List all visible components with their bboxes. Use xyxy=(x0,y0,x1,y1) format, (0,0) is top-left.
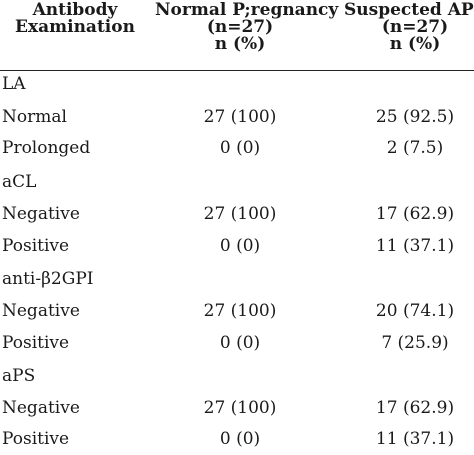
row-normal-value: 0 (0) xyxy=(219,333,261,353)
table-row: Negative 27 (100) 17 (62.9) xyxy=(0,198,474,230)
row-aps-value: 20 (74.1) xyxy=(375,301,455,321)
row-normal-value: 27 (100) xyxy=(203,398,277,418)
row-label: LA xyxy=(2,74,26,94)
row-label: Negative xyxy=(2,301,80,321)
row-aps-value: 17 (62.9) xyxy=(375,398,455,418)
row-aps-value: 7 (25.9) xyxy=(381,333,449,353)
table-row: Prolonged 0 (0) 2 (7.5) xyxy=(0,132,474,164)
row-normal-value: 27 (100) xyxy=(203,107,277,127)
row-label: Positive xyxy=(2,333,70,353)
header-col2-line1: Normal P;regnancy xyxy=(155,0,339,20)
row-label: Positive xyxy=(2,236,70,256)
row-label: aCL xyxy=(2,172,37,192)
table-row: Negative 27 (100) 20 (74.1) xyxy=(0,295,474,327)
header-col3-line2: (n=27) xyxy=(381,17,449,37)
row-aps-value: 11 (37.1) xyxy=(375,236,455,256)
table-row: Positive 0 (0) 7 (25.9) xyxy=(0,327,474,359)
row-normal-value: 0 (0) xyxy=(219,429,261,449)
header-normal-pregnancy: Normal P;regnancy (n=27) n (%) xyxy=(155,0,339,54)
row-label: Positive xyxy=(2,429,70,449)
row-aps-value: 25 (92.5) xyxy=(375,107,455,127)
header-col3-line3: n (%) xyxy=(389,34,441,54)
header-col3-line1: Suspected APS xyxy=(344,0,474,20)
row-label: Negative xyxy=(2,398,80,418)
row-label: anti-β2GPI xyxy=(2,269,94,289)
table-row: Normal 27 (100) 25 (92.5) xyxy=(0,101,474,133)
row-normal-value: 27 (100) xyxy=(203,204,277,224)
header-col2-line3: n (%) xyxy=(214,34,266,54)
table-row: Positive 0 (0) 11 (37.1) xyxy=(0,230,474,262)
table-row: Negative 27 (100) 17 (62.9) xyxy=(0,392,474,424)
table-row: LA xyxy=(0,68,474,100)
row-normal-value: 0 (0) xyxy=(219,236,261,256)
row-aps-value: 2 (7.5) xyxy=(386,138,444,158)
row-aps-value: 17 (62.9) xyxy=(375,204,455,224)
row-normal-value: 27 (100) xyxy=(203,301,277,321)
row-normal-value: 0 (0) xyxy=(219,138,261,158)
header-col1-line2: Examination xyxy=(15,17,135,37)
header-col2-line2: (n=27) xyxy=(206,17,274,37)
row-label: aPS xyxy=(2,366,36,386)
header-antibody-examination: Antibody Examination xyxy=(0,2,150,36)
header-suspected-aps: Suspected APS (n=27) n (%) xyxy=(335,2,474,53)
table-header: Antibody Examination Normal P;regnancy (… xyxy=(0,0,474,71)
row-label: Prolonged xyxy=(2,138,91,158)
table-row: Positive 0 (0) 11 (37.1) xyxy=(0,423,474,455)
header-col1-line1: Antibody xyxy=(32,0,118,20)
table-row: aPS xyxy=(0,360,474,392)
row-label: Normal xyxy=(2,107,67,127)
row-aps-value: 11 (37.1) xyxy=(375,429,455,449)
table-row: anti-β2GPI xyxy=(0,263,474,295)
row-label: Negative xyxy=(2,204,80,224)
table-row: aCL xyxy=(0,166,474,198)
